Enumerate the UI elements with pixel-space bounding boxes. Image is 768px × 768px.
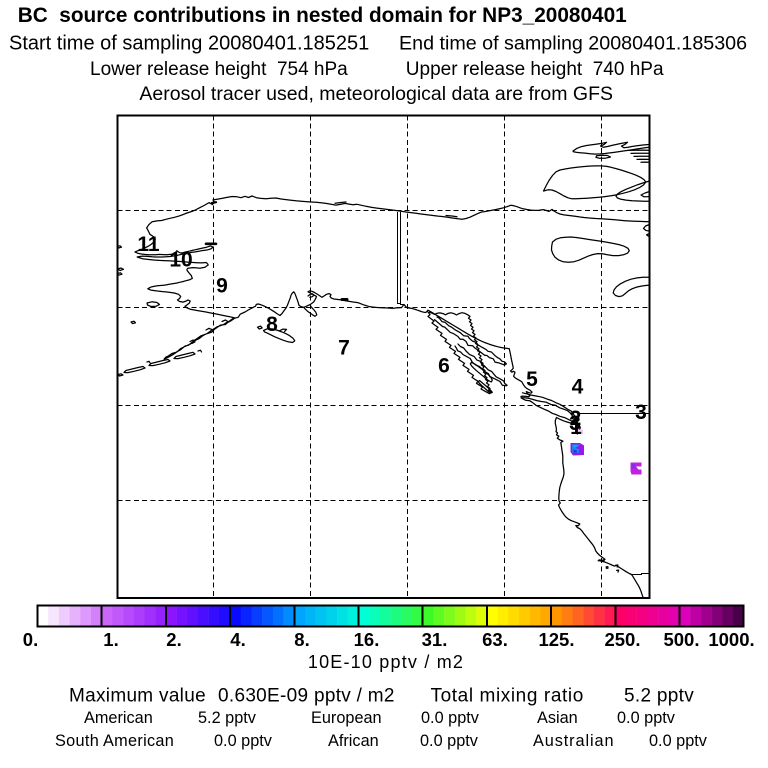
svg-text:3: 3 xyxy=(635,401,647,424)
svg-text:1: 1 xyxy=(570,416,582,439)
svg-text:500.: 500. xyxy=(663,629,699,650)
svg-text:Maximum value: Maximum value xyxy=(69,686,206,707)
svg-text:10E-10 pptv / m2: 10E-10 pptv / m2 xyxy=(308,652,464,672)
svg-text:European: European xyxy=(311,709,382,727)
svg-text:Australian: Australian xyxy=(533,732,614,750)
svg-text:Aerosol tracer used, meteorolo: Aerosol tracer used, meteorological data… xyxy=(139,83,613,105)
svg-text:10: 10 xyxy=(169,249,192,272)
svg-text:0.: 0. xyxy=(23,629,38,650)
svg-text:0.0 pptv: 0.0 pptv xyxy=(214,732,273,750)
svg-text:8: 8 xyxy=(266,313,278,336)
svg-text:Total mixing ratio: Total mixing ratio xyxy=(431,686,584,707)
svg-text:4: 4 xyxy=(572,376,584,399)
svg-text:African: African xyxy=(328,732,379,750)
svg-text:0.0 pptv: 0.0 pptv xyxy=(649,732,708,750)
svg-text:South American: South American xyxy=(55,732,174,750)
svg-text:1.: 1. xyxy=(103,629,118,650)
svg-text:7: 7 xyxy=(338,337,350,360)
svg-text:8.: 8. xyxy=(294,629,309,650)
svg-text:End time of sampling 20080401.: End time of sampling 20080401.185306 xyxy=(399,33,747,55)
svg-text:4.: 4. xyxy=(230,629,245,650)
svg-text:5: 5 xyxy=(526,368,538,391)
svg-text:6: 6 xyxy=(438,355,450,378)
svg-text:Start time of sampling 2008040: Start time of sampling 20080401.185251 xyxy=(9,33,369,55)
svg-text:Upper release height 740 hPa: Upper release height 740 hPa xyxy=(406,59,664,80)
svg-text:1000.: 1000. xyxy=(708,629,754,650)
svg-text:Lower release height 754 hPa: Lower release height 754 hPa xyxy=(90,59,348,80)
svg-text:3: 3 xyxy=(569,412,581,435)
svg-text:11: 11 xyxy=(137,233,160,256)
svg-text:5.2 pptv: 5.2 pptv xyxy=(198,709,257,727)
svg-text:9: 9 xyxy=(216,274,228,297)
svg-text:31.: 31. xyxy=(422,629,448,650)
svg-text:125.: 125. xyxy=(538,629,574,650)
svg-text:BC source contributions in ne: BC source contributions in nested domain… xyxy=(18,4,627,27)
svg-text:Asian: Asian xyxy=(537,709,578,727)
svg-text:63.: 63. xyxy=(482,629,508,650)
svg-text:0.630E-09 pptv / m2: 0.630E-09 pptv / m2 xyxy=(218,686,395,707)
svg-text:0.0 pptv: 0.0 pptv xyxy=(420,732,479,750)
svg-text:0.0 pptv: 0.0 pptv xyxy=(617,709,676,727)
svg-text:5.2 pptv: 5.2 pptv xyxy=(624,686,694,707)
svg-text:16.: 16. xyxy=(354,629,380,650)
svg-text:2.: 2. xyxy=(166,629,181,650)
svg-text:2: 2 xyxy=(570,407,582,430)
svg-text:American: American xyxy=(84,709,153,727)
svg-text:0.0 pptv: 0.0 pptv xyxy=(421,709,480,727)
svg-text:250.: 250. xyxy=(604,629,640,650)
